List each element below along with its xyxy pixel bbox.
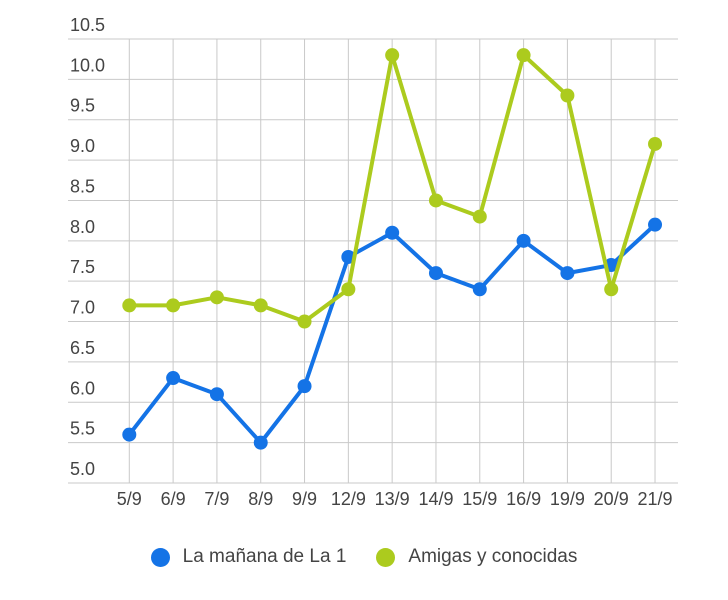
data-point-marker [253,435,268,450]
x-tick-label: 9/9 [292,489,317,509]
x-tick-label: 15/9 [462,489,497,509]
data-point-marker [385,225,400,240]
x-tick-label: 7/9 [204,489,229,509]
y-tick-label: 9.0 [70,136,95,156]
data-point-marker [472,282,487,297]
data-point-marker [560,266,575,281]
y-tick-label: 6.5 [70,338,95,358]
legend: La mañana de La 1 Amigas y conocidas [0,546,728,568]
x-tick-label: 12/9 [331,489,366,509]
data-point-marker [516,48,531,63]
legend-label-series-1: Amigas y conocidas [408,546,578,567]
plot-area: 5.0 5.5 6.0 6.5 7.0 7.5 8.0 8.5 9.0 9.5 10.0 10.5 5/… [68,15,678,509]
legend-label-series-0: La mañana de La 1 [182,546,347,567]
data-point-marker [472,209,487,224]
data-point-marker [209,290,224,305]
x-tick-label: 8/9 [248,489,273,509]
x-tick-label: 13/9 [375,489,410,509]
x-tick-label: 5/9 [117,489,142,509]
y-tick-label: 5.0 [70,459,95,479]
legend-item-amigas-y-conocidas: Amigas y conocidas [376,546,577,568]
data-point-marker [166,298,181,313]
data-point-marker [253,298,268,313]
data-point-marker [648,136,663,151]
x-tick-label: 21/9 [637,489,672,509]
data-point-marker [297,379,312,394]
data-point-marker [209,387,224,402]
y-tick-label: 6.0 [70,378,95,398]
y-tick-label: 8.0 [70,217,95,237]
y-tick-label: 8.5 [70,176,95,196]
y-tick-label: 7.0 [70,298,95,318]
data-point-marker [166,371,181,386]
x-tick-label: 19/9 [550,489,585,509]
x-tick-label: 16/9 [506,489,541,509]
y-tick-label: 10.5 [70,15,105,35]
data-point-marker [297,314,312,329]
x-tick-label: 6/9 [161,489,186,509]
data-point-marker [604,282,619,297]
data-point-marker [516,233,531,248]
legend-item-la-manana-de-la-1: La mañana de La 1 [150,546,347,568]
data-point-marker [428,193,443,208]
data-point-marker [648,217,663,232]
y-tick-label: 5.5 [70,419,95,439]
y-tick-label: 9.5 [70,96,95,116]
data-point-marker [122,427,137,442]
data-point-marker [385,48,400,63]
data-point-marker [428,266,443,281]
data-point-marker [341,282,356,297]
series-0-marker-icon [150,547,170,567]
data-point-marker [122,298,137,313]
x-tick-label: 14/9 [418,489,453,509]
y-tick-label: 10.0 [70,55,105,75]
series-1-marker-icon [376,547,396,567]
data-point-marker [560,88,575,103]
y-tick-label: 7.5 [70,257,95,277]
x-tick-label: 20/9 [594,489,629,509]
